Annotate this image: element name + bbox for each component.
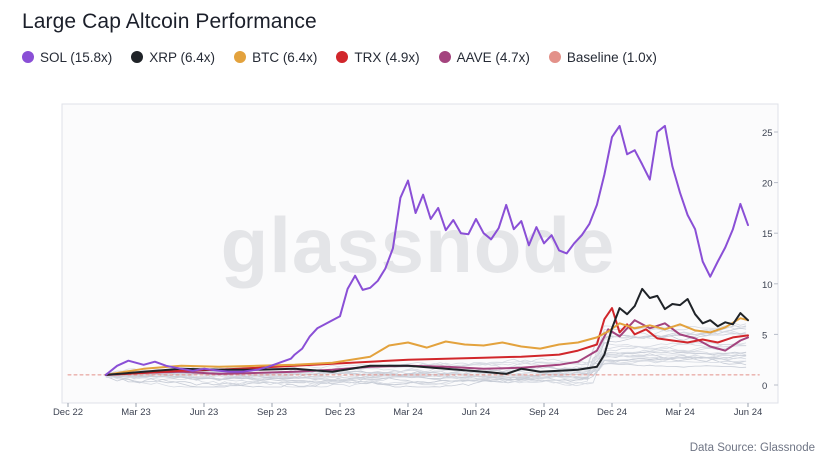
series-line-btc [104,317,749,376]
x-tick-label: Sep 23 [257,407,287,418]
series-line-aave [104,319,749,376]
y-tick-label: 20 [762,179,773,190]
y-tick-label: 0 [762,381,767,392]
background-altcoin-line [105,353,747,388]
legend-label: TRX (4.9x) [354,49,420,65]
legend-dot-icon [131,51,144,63]
y-tick-label: 25 [762,128,773,139]
chart-legend: SOL (15.8x) XRP (6.4x) BTC (6.4x) TRX (4.9x… [22,48,676,66]
legend-dot-icon [438,51,451,63]
legend-item[interactable]: XRP (6.4x) [131,50,215,65]
legend-label: Baseline (1.0x) [566,49,657,65]
x-tick-label: Sep 24 [529,407,559,418]
legend-label: BTC (6.4x) [252,49,318,65]
x-tick-label: Jun 23 [190,407,219,418]
x-tick-label: Mar 24 [393,407,423,418]
background-altcoin-line [105,363,747,381]
y-tick-label: 5 [762,330,767,341]
plot-area [61,103,779,404]
legend-label: XRP (6.4x) [149,49,216,65]
legend-item[interactable]: AAVE (4.7x) [438,49,530,65]
legend-item[interactable]: BTC (6.4x) [234,50,317,65]
x-tick-label: Jun 24 [462,407,491,418]
x-tick-label: Mar 23 [121,407,151,418]
legend-label: SOL (15.8x) [40,49,113,65]
chart-title: Large Cap Altcoin Performance [22,10,317,33]
legend-dot-icon [336,51,349,63]
x-tick-label: Dec 24 [597,407,627,418]
legend-dot-icon [548,51,561,63]
series-line-sol [104,124,749,376]
legend-item[interactable]: SOL (15.8x) [22,50,112,65]
legend-dot-icon [234,51,247,63]
y-tick-label: 10 [762,280,773,291]
legend-dot-icon [22,51,34,63]
x-tick-label: Mar 24 [665,407,695,418]
legend-item[interactable]: Baseline (1.0x) [548,49,657,65]
legend-item[interactable]: TRX (4.9x) [336,49,420,65]
y-tick-label: 15 [762,229,773,240]
x-tick-label: Dec 23 [325,407,355,418]
data-source: Data Source: Glassnode [689,442,815,454]
x-tick-label: Jun 24 [734,407,763,418]
series-line-trx [104,307,749,376]
series-line-xrp [104,287,749,376]
background-altcoin-line [105,354,747,386]
watermark-text: glassnode [221,201,616,289]
x-tick-label: Dec 22 [53,407,83,418]
legend-label: AAVE (4.7x) [456,49,530,65]
